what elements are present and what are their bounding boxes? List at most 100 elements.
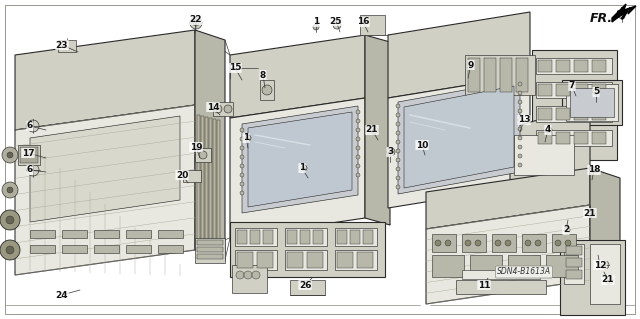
Bar — [335, 250, 377, 270]
Bar — [492, 234, 516, 252]
Circle shape — [7, 187, 13, 193]
Bar — [237, 252, 253, 268]
Polygon shape — [590, 168, 620, 290]
Circle shape — [356, 164, 360, 168]
Circle shape — [525, 240, 531, 246]
Bar — [556, 132, 570, 144]
Text: 15: 15 — [228, 63, 241, 72]
Circle shape — [356, 146, 360, 150]
Bar — [432, 255, 464, 277]
Circle shape — [240, 128, 244, 132]
Circle shape — [591, 167, 597, 173]
Polygon shape — [426, 205, 590, 304]
Polygon shape — [242, 106, 358, 213]
Bar — [562, 80, 622, 125]
Circle shape — [565, 240, 571, 246]
Circle shape — [0, 210, 20, 230]
Bar — [335, 228, 377, 246]
Bar — [432, 234, 456, 252]
Bar — [456, 280, 546, 294]
Bar — [307, 252, 323, 268]
Text: 23: 23 — [56, 41, 68, 49]
Bar — [257, 252, 273, 268]
Text: 13: 13 — [518, 115, 531, 124]
Circle shape — [356, 173, 360, 177]
Bar — [484, 58, 496, 92]
Text: 9: 9 — [468, 61, 474, 70]
Bar — [285, 250, 327, 270]
Circle shape — [518, 91, 522, 95]
Bar — [94, 245, 119, 253]
Circle shape — [387, 148, 395, 156]
Circle shape — [505, 240, 511, 246]
Circle shape — [555, 240, 561, 246]
Circle shape — [333, 21, 341, 29]
Bar — [470, 255, 502, 277]
Bar — [62, 230, 87, 238]
Circle shape — [6, 216, 14, 224]
Circle shape — [240, 137, 244, 141]
Circle shape — [301, 165, 307, 171]
Circle shape — [245, 135, 251, 141]
Circle shape — [0, 240, 20, 260]
Text: 24: 24 — [56, 291, 68, 300]
Text: 4: 4 — [545, 125, 551, 135]
Circle shape — [356, 155, 360, 159]
Bar — [566, 270, 582, 279]
Circle shape — [244, 271, 252, 279]
Circle shape — [252, 271, 260, 279]
Text: FR.: FR. — [590, 11, 613, 25]
Bar — [516, 58, 528, 92]
Bar — [536, 130, 612, 146]
Polygon shape — [510, 105, 590, 188]
Bar — [287, 252, 303, 268]
Bar — [30, 245, 55, 253]
Bar — [126, 245, 151, 253]
Text: 1: 1 — [243, 133, 249, 143]
Bar — [592, 108, 606, 120]
Text: 3: 3 — [387, 147, 393, 157]
Polygon shape — [230, 35, 365, 118]
Polygon shape — [612, 4, 636, 22]
Bar — [158, 245, 183, 253]
Circle shape — [396, 149, 400, 153]
Circle shape — [518, 136, 522, 140]
Bar — [560, 240, 625, 315]
Circle shape — [27, 164, 39, 176]
Bar — [213, 119, 216, 249]
Bar — [574, 132, 588, 144]
Text: 6: 6 — [27, 166, 33, 174]
Text: 1: 1 — [619, 8, 625, 17]
Circle shape — [240, 173, 244, 177]
Circle shape — [370, 126, 378, 134]
Circle shape — [396, 176, 400, 180]
Polygon shape — [30, 116, 180, 222]
Bar — [250, 230, 260, 244]
Polygon shape — [388, 75, 530, 208]
Circle shape — [389, 150, 393, 154]
Bar — [538, 60, 552, 72]
Circle shape — [356, 119, 360, 123]
Bar — [62, 245, 87, 253]
Text: 20: 20 — [176, 170, 188, 180]
Text: 12: 12 — [594, 261, 606, 270]
Text: 10: 10 — [416, 140, 428, 150]
Bar — [536, 106, 612, 122]
Circle shape — [518, 118, 522, 122]
Bar — [18, 145, 40, 165]
Bar — [195, 148, 211, 162]
Text: 8: 8 — [260, 70, 266, 79]
Bar — [574, 84, 588, 96]
Circle shape — [435, 240, 441, 246]
Text: 19: 19 — [189, 143, 202, 152]
Circle shape — [396, 113, 400, 117]
Circle shape — [396, 122, 400, 126]
Bar — [94, 230, 119, 238]
Circle shape — [587, 209, 595, 217]
Circle shape — [518, 154, 522, 158]
Circle shape — [240, 146, 244, 150]
Circle shape — [518, 109, 522, 113]
Bar — [30, 230, 55, 238]
Polygon shape — [398, 80, 520, 194]
Bar — [552, 234, 576, 252]
